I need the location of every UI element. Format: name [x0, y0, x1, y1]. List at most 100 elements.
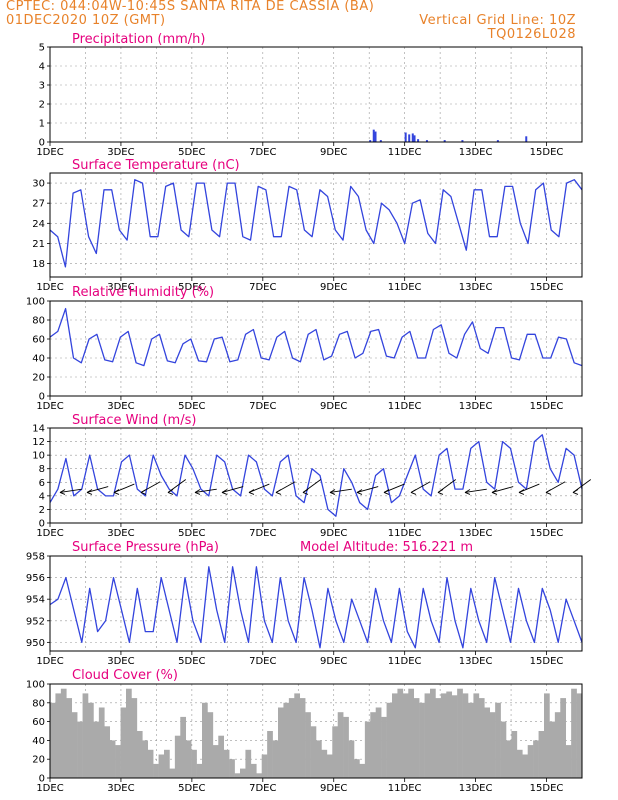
wind-arrow [86, 486, 109, 493]
precip-bar [411, 133, 414, 142]
x-tick-label: 5DEC [178, 656, 205, 667]
cloud-bar [267, 731, 273, 778]
cloud-bar [71, 712, 78, 778]
precip-bar [496, 140, 499, 142]
wind-arrow-head [545, 492, 552, 495]
cloud-bar [381, 716, 387, 778]
cloud-bar [397, 688, 404, 778]
cloud-bar [250, 763, 257, 778]
wind-arrow-head [194, 492, 201, 495]
y-tick-label: 100 [26, 297, 45, 308]
wind-arrow-head [221, 492, 228, 495]
wind-arrow-head [86, 489, 93, 493]
cloud-bar [316, 740, 322, 778]
x-tick-label: 15DEC [530, 147, 564, 158]
y-tick-label: 14 [32, 424, 45, 435]
cloud-bar [256, 773, 263, 778]
cloud-bar [93, 721, 100, 778]
x-tick-label: 13DEC [459, 656, 493, 667]
wind-arrow-head [572, 492, 579, 495]
x-tick-label: 13DEC [459, 401, 493, 412]
cloud-bar [413, 698, 420, 778]
x-tick-label: 9DEC [320, 147, 347, 158]
cloud-bar [88, 702, 94, 778]
wind-arrow-head [248, 489, 255, 493]
y-tick-label: 954 [26, 595, 45, 606]
precip-bar [443, 140, 446, 142]
cloud-bar [272, 740, 279, 778]
cloud-bar [212, 745, 219, 778]
cloud-bar [468, 702, 474, 778]
cloud-bar [348, 740, 355, 778]
wind-arrow-head [437, 489, 444, 493]
x-tick-label: 1DEC [36, 147, 63, 158]
cloud-bar [332, 726, 339, 778]
cloud-bar [473, 693, 480, 778]
header-grid-line: Vertical Grid Line: 10Z [419, 13, 576, 28]
plot-frame [49, 427, 583, 524]
cloud-bar [419, 702, 425, 778]
cloud-bar [126, 688, 132, 778]
x-tick-label: 11DEC [388, 147, 422, 158]
cloud-bar [506, 740, 512, 778]
cloud-bar [430, 688, 436, 778]
cloud-bar [408, 688, 415, 778]
cloud-bar [240, 768, 246, 778]
panel-4: 950 952 954 956 958 1DEC 3DEC 5DEC 7DEC 9DEC 11DEC… [26, 540, 583, 667]
x-tick-label: 15DEC [530, 656, 564, 667]
cloud-bar [180, 716, 187, 778]
x-tick-label: 11DEC [388, 783, 422, 794]
wind-arrow [194, 488, 217, 493]
x-tick-label: 5DEC [178, 528, 205, 539]
x-tick-label: 7DEC [249, 528, 276, 539]
y-tick-label: 0 [39, 138, 45, 149]
cloud-bar [66, 698, 73, 778]
cloud-bar [153, 763, 159, 778]
wind-arrow-head [491, 489, 498, 493]
cloud-bar [516, 749, 523, 778]
y-tick-label: 6 [39, 478, 45, 489]
y-tick-label: 0 [39, 392, 45, 403]
cloud-bar [109, 740, 116, 778]
x-tick-label: 13DEC [459, 147, 493, 158]
precip-bar [413, 135, 416, 142]
cloud-bar [484, 707, 491, 778]
x-tick-label: 11DEC [388, 401, 422, 412]
cloud-bar [544, 693, 550, 778]
x-tick-label: 7DEC [249, 656, 276, 667]
x-tick-label: 15DEC [530, 282, 564, 293]
wind-arrow [491, 486, 514, 493]
header-init-time: 01DEC2020 10Z (GMT) [6, 13, 166, 28]
precip-bar [525, 136, 528, 142]
cloud-bar [294, 693, 301, 778]
cloud-bar [370, 712, 377, 778]
y-tick-label: 4 [39, 62, 45, 73]
wind-arrow-head [572, 489, 579, 493]
panel-3: 0 2 4 6 8 10 12 14 1DEC 3DEC 5DEC 7DEC 9DEC 11DEC 13DE… [32, 413, 592, 539]
x-tick-label: 11DEC [388, 282, 422, 293]
panel-title: Surface Wind (m/s) [72, 413, 196, 428]
cloud-bar [310, 726, 317, 778]
wind-arrow-head [464, 492, 471, 495]
wind-arrow-head [302, 489, 309, 493]
cloud-bar [375, 707, 382, 778]
y-tick-label: 21 [32, 239, 45, 250]
wind-arrow-head [167, 489, 174, 493]
plot-frame [49, 683, 583, 779]
cloud-bar [554, 712, 561, 778]
cloud-bar [191, 749, 197, 778]
header-model-id: TQ0126L028 [487, 27, 576, 42]
panel-5: 0 20 40 60 80 100 1DEC 3DEC 5DEC 7DEC 9DEC 11DEC 13D… [26, 668, 583, 794]
wind-arrow [329, 488, 352, 493]
y-tick-label: 24 [32, 219, 45, 230]
cloud-bar [77, 721, 83, 778]
cloud-bar [354, 759, 360, 778]
y-tick-label: 40 [32, 354, 45, 365]
y-tick-label: 10 [32, 451, 45, 462]
x-tick-label: 7DEC [249, 783, 276, 794]
y-tick-label: 40 [32, 736, 45, 747]
y-tick-label: 12 [32, 437, 45, 448]
series-line [49, 566, 583, 649]
wind-arrow [248, 483, 270, 493]
cloud-bar [147, 749, 154, 778]
